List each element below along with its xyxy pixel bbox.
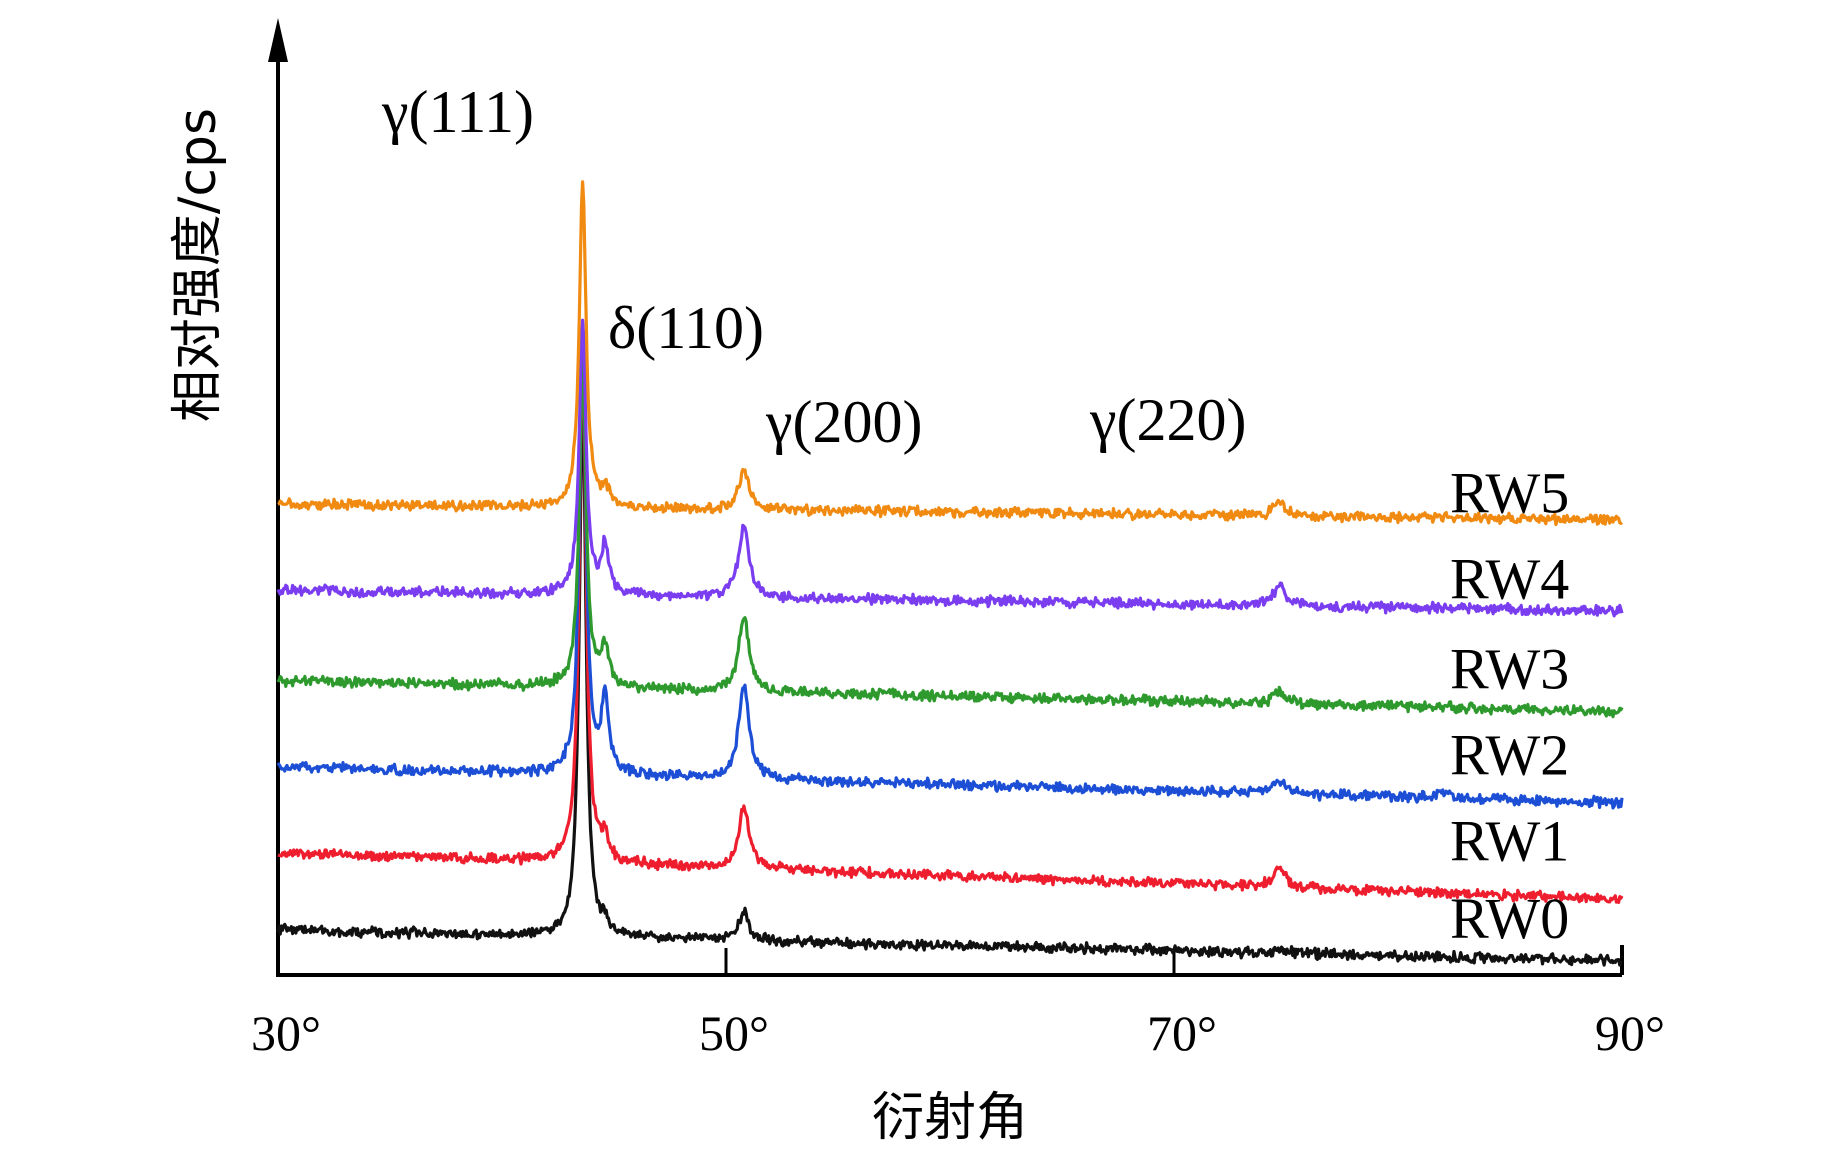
- series-line-rw2: [276, 339, 1624, 810]
- series-label-rw2: RW2: [1450, 723, 1569, 788]
- x-tick-label: 30°: [251, 1005, 321, 1061]
- x-ticks: 30° 50° 70° 90°: [251, 948, 1665, 1061]
- series-line-rw1: [277, 342, 1624, 904]
- y-axis-arrow-icon: [268, 18, 288, 62]
- series-label-rw3: RW3: [1450, 637, 1569, 702]
- peak-label: γ(111): [381, 79, 534, 145]
- series-label-rw4: RW4: [1450, 546, 1569, 611]
- series-line-rw0: [276, 390, 1623, 967]
- series-line-rw4: [276, 318, 1624, 618]
- series-group: [276, 180, 1624, 967]
- axes: [268, 18, 1624, 977]
- x-tick-label: 50°: [699, 1005, 769, 1061]
- series-labels: RW0 RW1 RW2 RW3 RW4 RW5: [1450, 460, 1569, 951]
- peak-label: γ(200): [765, 389, 922, 455]
- x-axis-label: 衍射角: [872, 1088, 1028, 1148]
- series-line-rw5: [277, 180, 1624, 527]
- peak-label: δ(110): [608, 295, 764, 361]
- series-label-rw0: RW0: [1450, 886, 1569, 951]
- series-label-rw5: RW5: [1450, 460, 1569, 525]
- x-tick-label: 70°: [1147, 1005, 1217, 1061]
- y-axis-label: 相对强度/cps: [168, 108, 228, 422]
- peak-labels: γ(111) δ(110)γ(200) γ(220): [381, 79, 1246, 455]
- peak-label: γ(220): [1089, 387, 1246, 453]
- series-label-rw1: RW1: [1450, 809, 1569, 874]
- series-line-rw3: [276, 353, 1624, 719]
- x-tick-label: 90°: [1595, 1005, 1665, 1061]
